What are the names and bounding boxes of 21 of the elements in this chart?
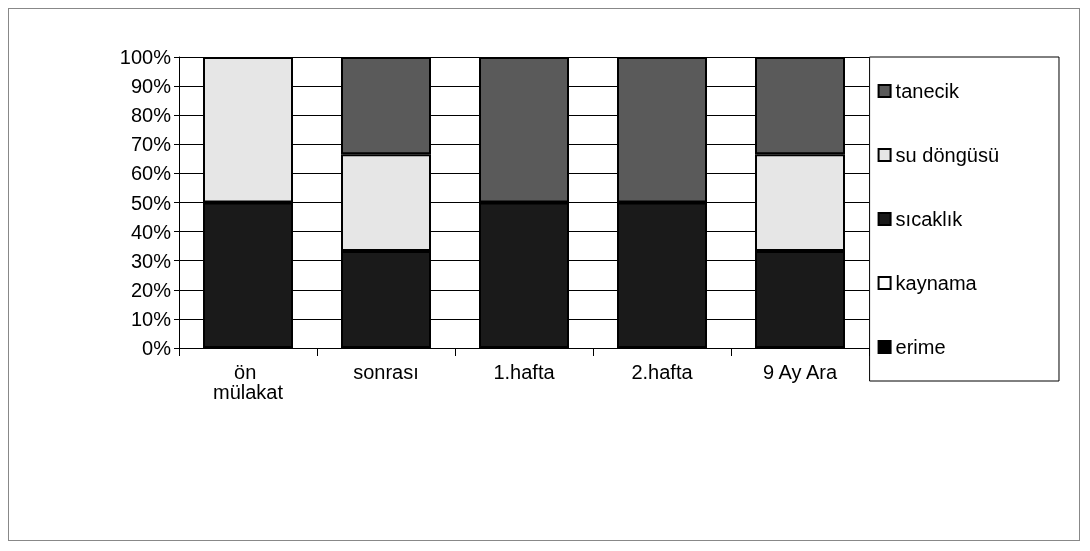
y-tick-label: 0% (142, 337, 172, 359)
y-tick-label: 20% (130, 278, 172, 301)
x-tick-label: 1.hafta (493, 361, 556, 383)
x-tick-label: sonrası (353, 361, 419, 383)
y-tick-label: 100% (119, 46, 172, 68)
y-tick-label: 50% (130, 191, 172, 214)
y-tick-label: 80% (130, 104, 172, 127)
x-tick-label: ön mülakat (212, 361, 284, 403)
y-tick-label: 30% (130, 249, 172, 272)
legend-label: kaynama (895, 272, 978, 294)
legend-label: su döngüsü (895, 144, 999, 166)
x-tick-label: 2.hafta (631, 361, 694, 383)
y-tick-label: 70% (130, 133, 172, 156)
legend-label: sıcaklık (895, 208, 964, 230)
y-tick-label: 10% (130, 307, 172, 330)
y-tick-label: 60% (130, 162, 172, 185)
legend-label: erime (895, 336, 946, 358)
y-tick-label: 40% (130, 220, 172, 243)
y-tick-label: 90% (130, 75, 172, 98)
x-tick-label: 9 Ay Ara (762, 361, 838, 383)
legend-label: tanecik (895, 80, 960, 102)
